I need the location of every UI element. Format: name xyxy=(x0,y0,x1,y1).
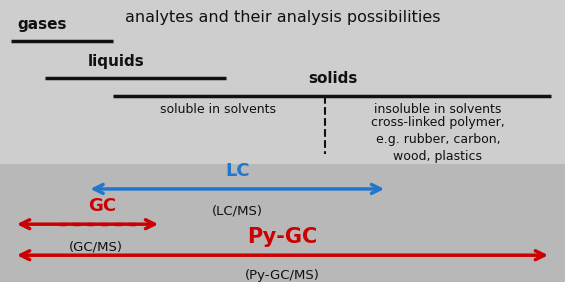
Text: solids: solids xyxy=(308,71,357,86)
Text: (GC/MS): (GC/MS) xyxy=(69,240,123,253)
Text: (LC/MS): (LC/MS) xyxy=(212,205,263,218)
Text: soluble in solvents: soluble in solvents xyxy=(159,103,276,116)
Text: cross-linked polymer,
e.g. rubber, carbon,
wood, plastics: cross-linked polymer, e.g. rubber, carbo… xyxy=(371,116,505,163)
Text: GC: GC xyxy=(88,197,116,215)
Text: Py-GC: Py-GC xyxy=(247,227,318,247)
Text: analytes and their analysis possibilities: analytes and their analysis possibilitie… xyxy=(125,10,440,25)
Text: insoluble in solvents: insoluble in solvents xyxy=(374,103,502,116)
Text: LC: LC xyxy=(225,162,250,180)
Text: (Py-GC/MS): (Py-GC/MS) xyxy=(245,269,320,282)
Bar xyxy=(0,164,565,282)
Text: gases: gases xyxy=(17,17,67,32)
Bar xyxy=(0,0,565,164)
Text: liquids: liquids xyxy=(88,54,144,69)
